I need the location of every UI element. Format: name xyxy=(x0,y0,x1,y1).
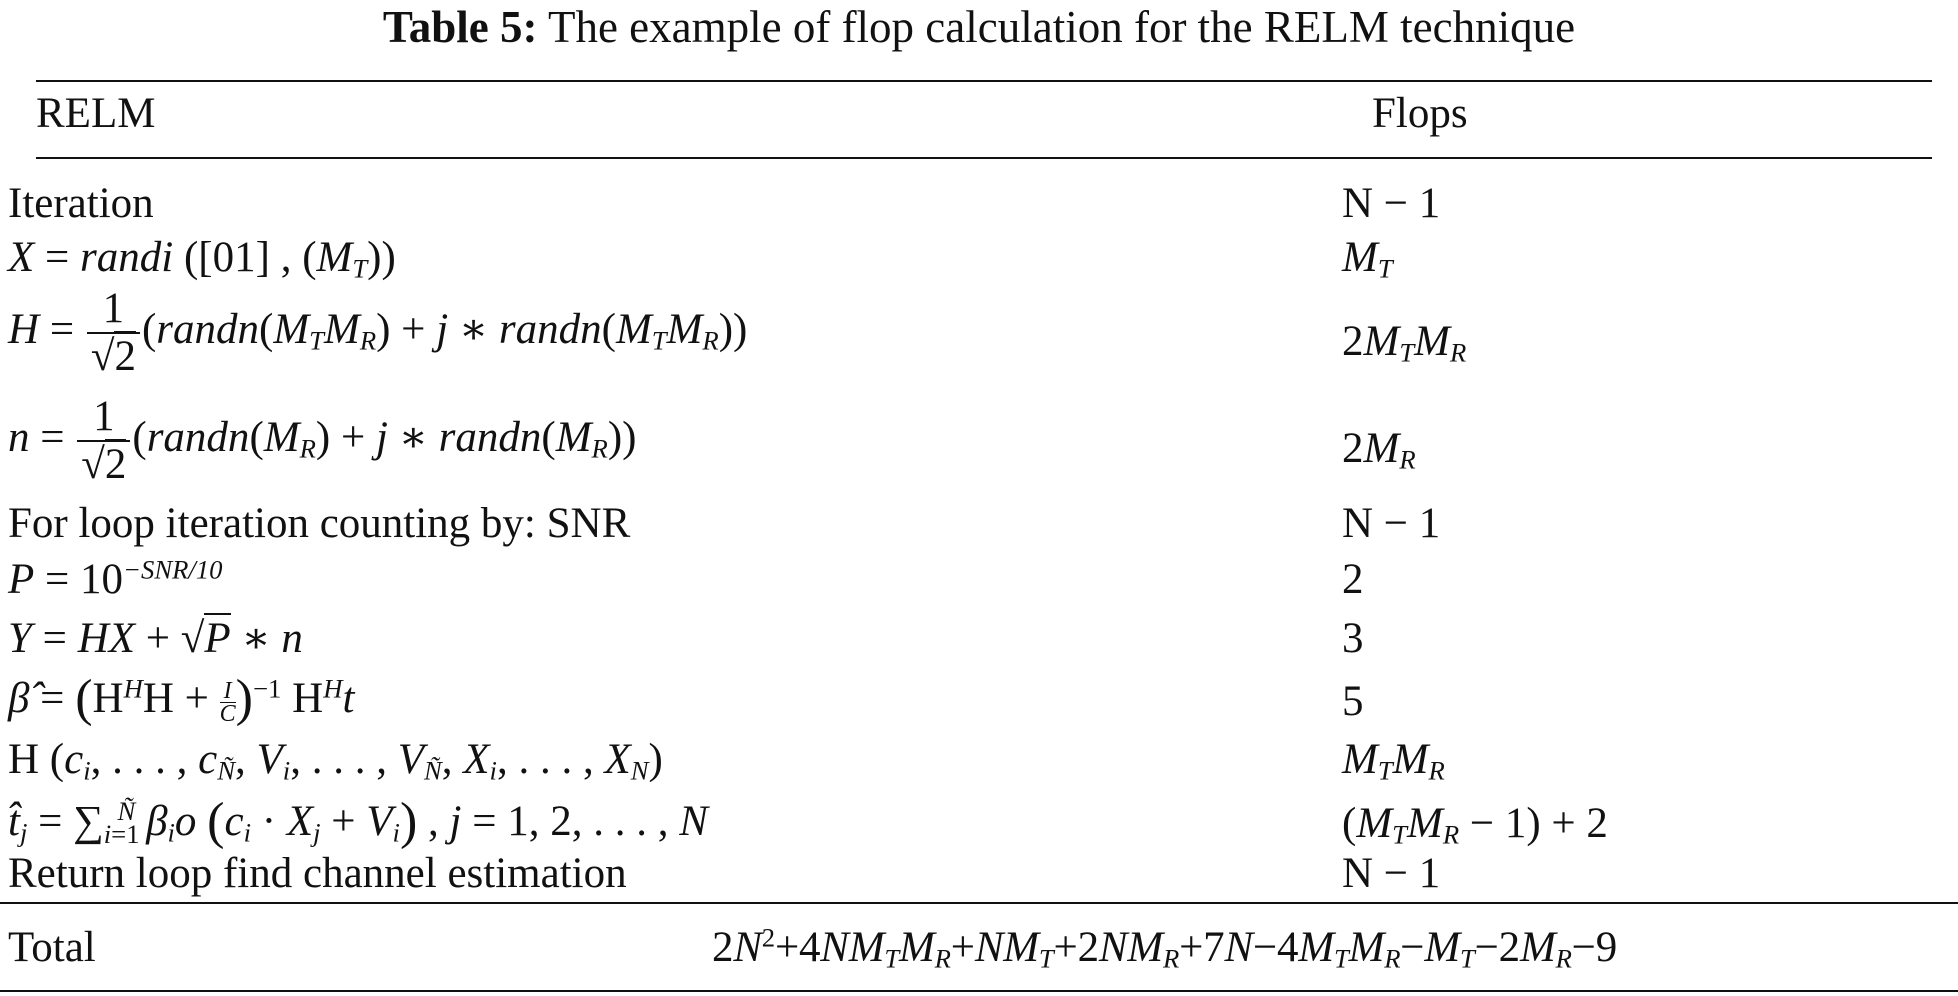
total-rule xyxy=(0,902,1958,904)
top-rule xyxy=(36,80,1932,82)
row-y-flops: 3 xyxy=(1342,615,1364,662)
row-for-loop-text: For loop iteration counting by: SNR xyxy=(8,500,631,547)
row-beta-right: 5 xyxy=(1342,678,1364,726)
row-n-left: n = 1 √2 (randn(MR) + j ∗ randn(MR)) xyxy=(8,393,637,488)
table-caption-label: Table 5: xyxy=(382,2,538,52)
row-hidden-left: H (ci, . . . , cÑ, Vi, . . . , VÑ, Xi, .… xyxy=(8,736,663,786)
row-y-right: 3 xyxy=(1342,615,1364,663)
row-return-text: Return loop find channel estimation xyxy=(8,850,627,897)
row-iteration-text: Iteration xyxy=(8,180,154,227)
row-y-left: Y = HX + √P ∗ n xyxy=(8,613,303,662)
row-return-flops: N − 1 xyxy=(1342,850,1441,897)
fraction: 1 √2 xyxy=(77,394,131,488)
row-p-flops: 2 xyxy=(1342,556,1364,603)
row-hidden-right: MTMR xyxy=(1342,736,1445,786)
row-return-left: Return loop find channel estimation xyxy=(8,850,627,898)
row-t-right: (MTMR − 1) + 2 xyxy=(1342,800,1608,850)
row-n-right: 2MR xyxy=(1342,425,1416,475)
header-flops: Flops xyxy=(1372,90,1468,137)
fraction: 1 √2 xyxy=(86,286,140,380)
row-return-right: N − 1 xyxy=(1342,850,1440,898)
row-iteration-flops: N − 1 xyxy=(1342,180,1441,227)
row-p-left: P = 10−SNR/10 xyxy=(8,554,223,603)
row-h-right: 2MTMR xyxy=(1342,318,1467,368)
row-for-loop-flops: N − 1 xyxy=(1342,500,1441,547)
row-iteration-right: N − 1 xyxy=(1342,180,1440,228)
row-beta-left: β̂ = (HHH + I C)−1 HHt xyxy=(8,670,355,727)
row-x-randi-right: MT xyxy=(1342,234,1393,284)
total-label: Total xyxy=(8,924,96,971)
row-for-loop-left: For loop iteration counting by: SNR xyxy=(8,500,630,548)
total-value: 2N2+4NMTMR+NMT+2NMR+7N−4MTMR−MT−2MR−9 xyxy=(712,922,1618,974)
row-x-randi-left: X = randi ([01] , (MT)) xyxy=(8,234,396,284)
header-rule xyxy=(36,157,1932,159)
row-for-loop-right: N − 1 xyxy=(1342,500,1440,548)
row-p-right: 2 xyxy=(1342,556,1364,604)
header-relm: RELM xyxy=(36,90,156,137)
row-beta-flops: 5 xyxy=(1342,678,1364,725)
row-h-left: H = 1 √2 (randn(MTMR) + j ∗ randn(MTMR)) xyxy=(8,285,748,380)
table-caption-text: The example of flop calculation for the … xyxy=(547,2,1576,52)
row-t-left: t̂j = ∑i=1Ñ βio (ci · Xj + Vi) , j = 1, … xyxy=(8,793,708,850)
row-iteration-left: Iteration xyxy=(8,180,154,228)
bottom-rule xyxy=(0,990,1958,992)
table-caption: Table 5: The example of flop calculation… xyxy=(0,2,1958,52)
